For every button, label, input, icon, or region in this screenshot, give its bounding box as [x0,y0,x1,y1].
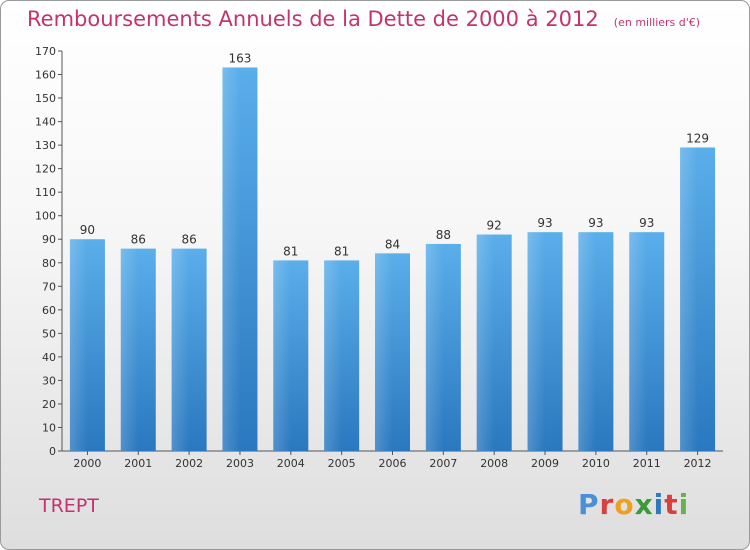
bar-highlight [680,147,698,451]
data-label: 129 [686,131,709,145]
data-label: 90 [80,223,95,237]
bar-highlight [273,260,291,451]
x-tick-label: 2009 [531,457,559,470]
x-tick-label: 2006 [379,457,407,470]
data-label: 81 [283,244,298,258]
y-tick-label: 130 [35,139,56,152]
y-tick-label: 90 [42,233,56,246]
bar-chart: 0 10 20 30 40 50 60 70 80 90 100 110 120 130 140 150 160… [35,45,723,470]
data-label: 86 [131,233,146,247]
data-label: 88 [436,228,451,242]
data-label: 92 [487,219,502,233]
bar-highlight [629,232,647,451]
proxiti-logo: Proxiti [578,488,689,521]
bar-highlight [476,234,495,451]
x-tick-label: 2008 [480,457,508,470]
y-tick-label: 60 [42,304,56,317]
x-tick-label: 2004 [277,457,305,470]
y-tick-label: 150 [35,92,56,105]
x-tick-label: 2001 [124,457,152,470]
data-label: 81 [334,244,349,258]
y-tick-label: 50 [42,327,56,340]
commune-name: TREPT [39,495,99,517]
y-tick-label: 160 [35,69,56,82]
logo-letter: i [678,488,690,521]
x-tick-label: 2003 [226,457,254,470]
data-label: 93 [639,216,654,230]
bar-highlight [120,248,139,451]
y-tick-label: 170 [35,45,56,58]
y-tick-label: 20 [42,398,56,411]
y-tick-label: 40 [42,351,56,364]
bar-highlight [375,253,393,451]
x-tick-label: 2000 [73,457,101,470]
logo-letter: x [634,488,654,521]
bar-highlight [69,239,88,451]
y-tick-label: 70 [42,280,56,293]
y-tick-label: 110 [35,186,56,199]
x-tick-label: 2012 [684,457,712,470]
logo-letter: i [653,488,665,521]
bar-highlight [171,248,190,451]
title-text: Remboursements Annuels de la Dette de 20… [27,7,599,31]
bar-highlight [324,260,342,451]
y-tick-label: 10 [42,421,56,434]
y-tick-label: 80 [42,257,56,270]
unit-note: (en milliers d'€) [613,16,701,29]
bar-highlight [425,243,444,451]
axes: 0 10 20 30 40 50 60 70 80 90 100 110 120 130 140 150 160… [35,45,723,458]
x-tick-label: 2007 [429,457,457,470]
data-label: 93 [588,216,603,230]
logo-letter: o [614,488,635,521]
y-tick-label: 140 [35,116,56,129]
y-tick-label: 100 [35,210,56,223]
bar-highlight [578,232,596,451]
data-label: 163 [229,51,252,65]
x-tick-label: 2005 [328,457,356,470]
labels: 2000 90 2001 86 2002 86 2003 163 2004 81 2005 81 200… [73,51,711,470]
data-label: 86 [181,233,196,247]
y-tick-label: 120 [35,163,56,176]
y-tick-label: 0 [49,445,56,458]
data-label: 93 [537,216,552,230]
y-tick-label: 30 [42,374,56,387]
bar-highlight [527,232,546,451]
logo-letter: P [578,488,600,521]
data-label: 84 [385,237,400,251]
bars [69,67,716,452]
logo-letter: r [599,488,615,521]
x-tick-label: 2011 [633,457,661,470]
chart-title: Remboursements Annuels de la Dette de 20… [27,7,700,31]
x-tick-label: 2010 [582,457,610,470]
logo-letter: t [664,488,679,521]
x-tick-label: 2002 [175,457,203,470]
bar-highlight [222,67,240,452]
